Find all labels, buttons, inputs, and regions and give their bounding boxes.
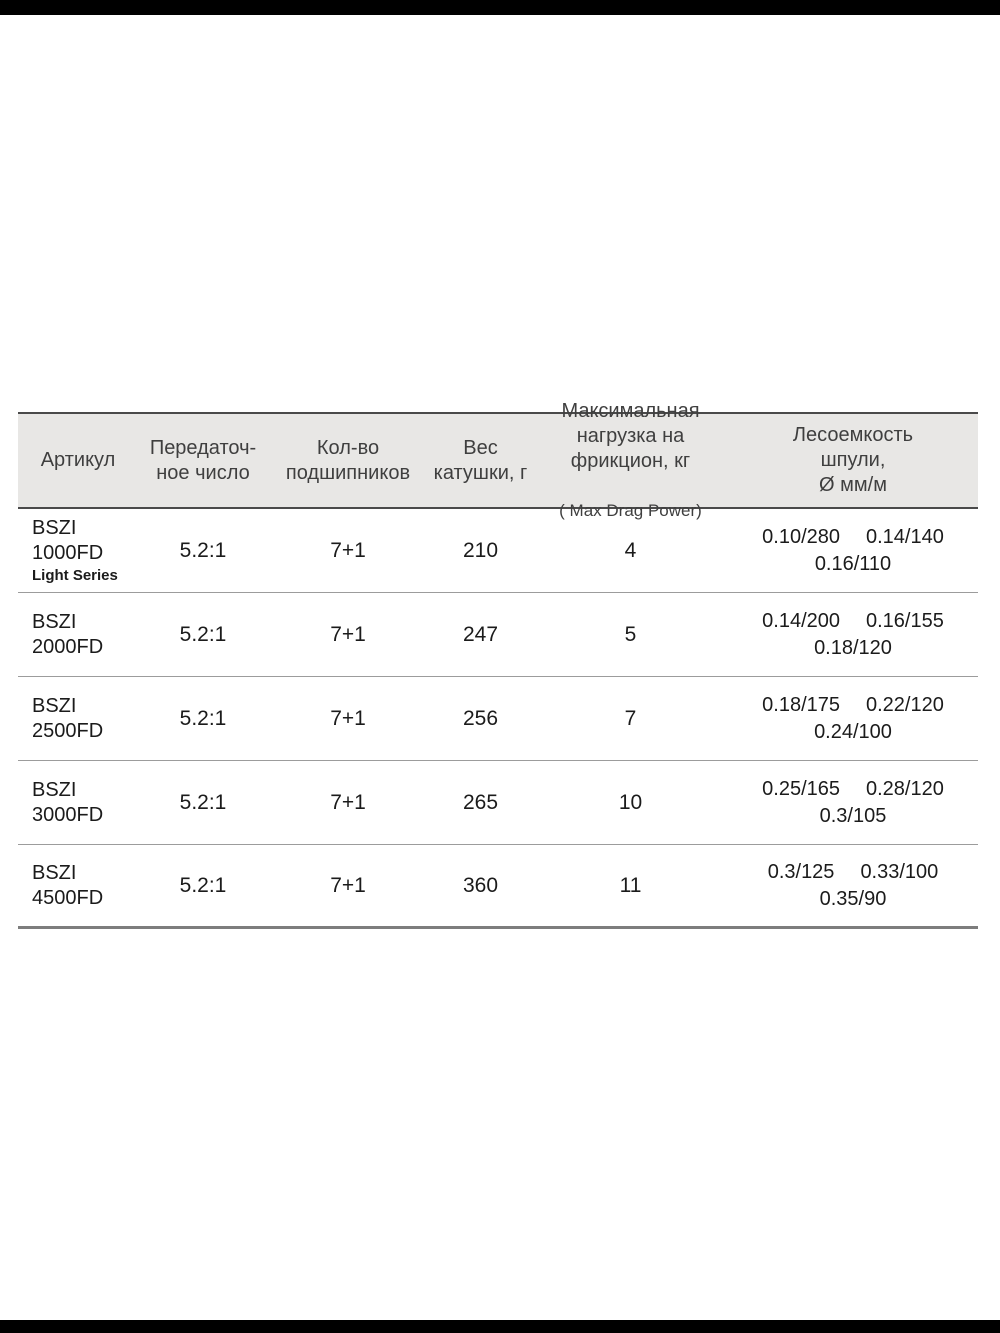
- top-letterbox-bar: [0, 0, 1000, 15]
- cell-bearings: 7+1: [330, 706, 366, 730]
- header-line-capacity: Лесоемкость шпули, Ø мм/м: [792, 424, 914, 496]
- cell-weight: 265: [462, 790, 499, 814]
- capacity-value: 0.14/140: [866, 525, 944, 548]
- article-code: BSZI 4500FD: [32, 861, 104, 909]
- capacity-value: 0.28/120: [866, 777, 944, 800]
- table-row: BSZI 3000FD 5.2:1 7+1 265 10 0.25/165 0.…: [18, 761, 978, 845]
- cell-weight: 256: [462, 706, 499, 730]
- table-row: BSZI 1000FD Light Series 5.2:1 7+1 210 4…: [18, 509, 978, 593]
- cell-weight: 247: [462, 622, 499, 646]
- header-bearings: Кол-во подшипников: [285, 436, 411, 484]
- header-max-drag-main: Максимальная нагрузка на фрикцион, кг: [561, 400, 700, 472]
- table-row: BSZI 2500FD 5.2:1 7+1 256 7 0.18/175 0.2…: [18, 677, 978, 761]
- cell-line-capacity: 0.14/200 0.16/155 0.18/120: [728, 608, 978, 662]
- cell-gear-ratio: 5.2:1: [179, 538, 227, 562]
- capacity-value: 0.33/100: [860, 860, 939, 883]
- article-code: BSZI 3000FD: [32, 778, 104, 826]
- cell-article: BSZI 1000FD Light Series: [18, 516, 138, 585]
- cell-gear-ratio: 5.2:1: [179, 706, 227, 730]
- capacity-value: 0.35/90: [819, 887, 887, 910]
- table-row: BSZI 4500FD 5.2:1 7+1 360 11 0.3/125 0.3…: [18, 845, 978, 926]
- article-code: BSZI 2500FD: [32, 694, 104, 742]
- capacity-value: 0.16/155: [866, 609, 944, 632]
- capacity-value: 0.18/175: [762, 693, 840, 716]
- cell-article: BSZI 2000FD: [18, 610, 138, 660]
- capacity-value: 0.18/120: [814, 636, 892, 659]
- header-max-drag: Максимальная нагрузка на фрикцион, кг ( …: [533, 374, 728, 547]
- article-code: BSZI 2000FD: [32, 610, 104, 658]
- table-header-row: Артикул Передаточ- ное число Кол-во подш…: [18, 400, 978, 520]
- capacity-value: 0.14/200: [762, 609, 840, 632]
- cell-bearings: 7+1: [330, 538, 366, 562]
- cell-article: BSZI 2500FD: [18, 694, 138, 744]
- cell-bearings: 7+1: [330, 622, 366, 646]
- capacity-value: 0.3/125: [767, 860, 835, 883]
- capacity-value: 0.25/165: [762, 777, 840, 800]
- header-weight: Вес катушки, г: [433, 436, 528, 484]
- spec-table: Артикул Передаточ- ное число Кол-во подш…: [18, 400, 978, 929]
- article-note: Light Series: [32, 567, 118, 584]
- capacity-value: 0.24/100: [814, 720, 892, 743]
- header-gear-ratio: Передаточ- ное число: [149, 436, 257, 484]
- cell-max-drag: 5: [624, 622, 637, 646]
- cell-article: BSZI 3000FD: [18, 778, 138, 828]
- capacity-value: 0.3/105: [819, 804, 887, 827]
- bottom-letterbox-bar: [0, 1320, 1000, 1333]
- cell-max-drag: 11: [619, 873, 642, 897]
- cell-gear-ratio: 5.2:1: [179, 622, 227, 646]
- capacity-value: 0.10/280: [762, 525, 840, 548]
- header-article: Артикул: [40, 449, 116, 471]
- cell-gear-ratio: 5.2:1: [179, 790, 227, 814]
- capacity-value: 0.22/120: [866, 693, 944, 716]
- cell-line-capacity: 0.10/280 0.14/140 0.16/110: [728, 524, 978, 578]
- table-row: BSZI 2000FD 5.2:1 7+1 247 5 0.14/200 0.1…: [18, 593, 978, 677]
- cell-line-capacity: 0.25/165 0.28/120 0.3/105: [728, 776, 978, 830]
- cell-line-capacity: 0.3/125 0.33/100 0.35/90: [728, 859, 978, 913]
- cell-line-capacity: 0.18/175 0.22/120 0.24/100: [728, 692, 978, 746]
- cell-max-drag: 4: [624, 538, 637, 562]
- capacity-value: 0.16/110: [814, 552, 892, 575]
- header-max-drag-sub: ( Max Drag Power): [559, 501, 702, 520]
- article-code: BSZI 1000FD: [32, 517, 104, 564]
- cell-article: BSZI 4500FD: [18, 861, 138, 911]
- cell-bearings: 7+1: [330, 873, 366, 897]
- cell-weight: 210: [462, 538, 499, 562]
- cell-bearings: 7+1: [330, 790, 366, 814]
- cell-gear-ratio: 5.2:1: [179, 873, 227, 897]
- cell-max-drag: 7: [624, 706, 637, 730]
- cell-weight: 360: [462, 873, 499, 897]
- cell-max-drag: 10: [618, 790, 643, 814]
